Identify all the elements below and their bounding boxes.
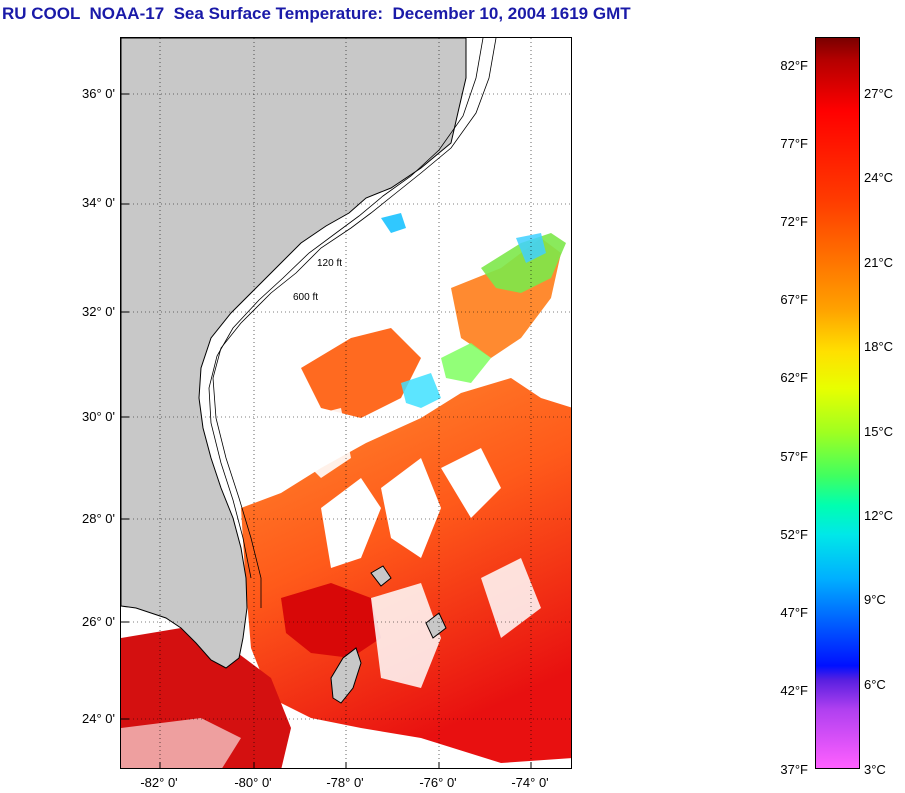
lat-label-30: 30° 0': [82, 409, 115, 424]
lat-label-26: 26° 0': [82, 614, 115, 629]
colorbar-label-77f: 77°F: [780, 136, 808, 151]
lat-label-24: 24° 0': [82, 711, 115, 726]
map-title: RU COOL NOAA-17 Sea Surface Temperature:…: [2, 4, 631, 23]
lat-label-28: 28° 0': [82, 511, 115, 526]
svg-text:120 ft: 120 ft: [317, 258, 342, 269]
colorbar-label-24c: 24°C: [864, 170, 894, 185]
axis-ticks: [121, 93, 532, 768]
colorbar-label-62f: 62°F: [780, 370, 808, 385]
colorbar-label-52f: 52°F: [780, 527, 808, 542]
land-mainland: [121, 38, 467, 669]
cool-water-layer: [211, 64, 566, 408]
lon-label-76: -76° 0': [419, 775, 457, 790]
colorbar-label-12c: 12°C: [864, 508, 894, 523]
colorbar-label-67f: 67°F: [780, 292, 808, 307]
colorbar-label-6c: 6°C: [864, 677, 886, 692]
colorbar-label-57f: 57°F: [780, 449, 808, 464]
colorbar-label-18c: 18°C: [864, 339, 894, 354]
lon-label-82: -82° 0': [140, 775, 178, 790]
graticule: [121, 38, 571, 768]
lon-label-80: -80° 0': [234, 775, 272, 790]
sst-map: 120 ft 600 ft: [120, 37, 572, 769]
lon-label-74: -74° 0': [511, 775, 549, 790]
lat-label-36: 36° 0': [82, 86, 115, 101]
bahamas-islands: [330, 565, 447, 704]
lat-label-34: 34° 0': [82, 195, 115, 210]
lat-label-32: 32° 0': [82, 304, 115, 319]
svg-text:600 ft: 600 ft: [293, 292, 318, 303]
colorbar-label-47f: 47°F: [780, 605, 808, 620]
colorbar-label-27c: 27°C: [864, 86, 894, 101]
colorbar-label-15c: 15°C: [864, 424, 894, 439]
colorbar-label-72f: 72°F: [780, 214, 808, 229]
colorbar-label-37f: 37°F: [780, 762, 808, 777]
colorbar-label-3c: 3°C: [864, 762, 886, 777]
colorbar-label-9c: 9°C: [864, 592, 886, 607]
cloud-layer: [121, 408, 541, 768]
colorbar-label-82f: 82°F: [780, 58, 808, 73]
colorbar-label-21c: 21°C: [864, 255, 894, 270]
lon-label-78: -78° 0': [326, 775, 364, 790]
temperature-colorbar: [815, 37, 860, 769]
contour-labels: 120 ft 600 ft: [293, 258, 342, 303]
colorbar-label-42f: 42°F: [780, 683, 808, 698]
